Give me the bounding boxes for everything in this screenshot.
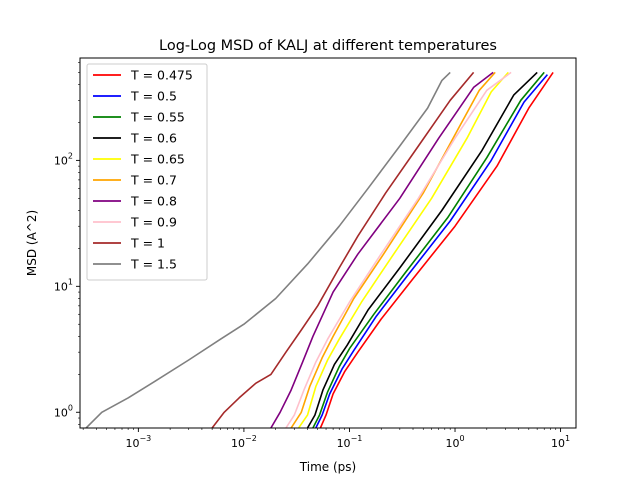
legend-label-4: T = 0.65 [130,152,185,167]
series-line-8 [211,71,475,428]
series-line-0 [319,71,554,428]
chart-title: Log-Log MSD of KALJ at different tempera… [159,38,497,54]
x-tick-label-3: 100 [445,434,464,450]
series-line-1 [315,74,549,428]
series-line-3 [306,71,538,428]
y-tick-label-1: 101 [54,277,73,293]
legend-label-1: T = 0.5 [130,89,177,104]
x-tick-label-1: 10−2 [231,434,257,450]
plot-frame [79,57,577,429]
legend-box [86,63,208,281]
legend-label-3: T = 0.6 [130,131,177,146]
series-line-5 [290,71,496,428]
x-tick-label-4: 101 [551,434,570,450]
legend-label-0: T = 0.475 [130,68,193,83]
legend-label-9: T = 1.5 [130,257,177,272]
series-line-6 [270,71,494,428]
y-tick-label-2: 102 [54,151,73,167]
x-axis-label: Time (ps) [299,460,356,474]
series-line-9 [85,71,451,428]
x-tick-label-0: 10−3 [125,434,151,450]
series-line-2 [312,71,545,428]
legend: T = 0.475 T = 0.5 T = 0.55 T = 0.6 T = 0.65 T… [86,63,208,281]
legend-label-7: T = 0.9 [130,215,177,230]
legend-label-5: T = 0.7 [130,173,177,188]
tick-layer: 10−3 10−2 10−1 100 101 100 101 102 [54,62,570,450]
legend-label-2: T = 0.55 [130,110,185,125]
x-tick-label-2: 10−1 [337,434,363,450]
legend-label-8: T = 1 [130,236,165,251]
series-line-4 [297,71,509,428]
y-tick-label-0: 100 [54,403,73,419]
series-line-7 [285,71,512,428]
series-layer [85,71,554,428]
legend-label-6: T = 0.8 [130,194,177,209]
y-axis-label: MSD (A^2) [25,210,39,276]
